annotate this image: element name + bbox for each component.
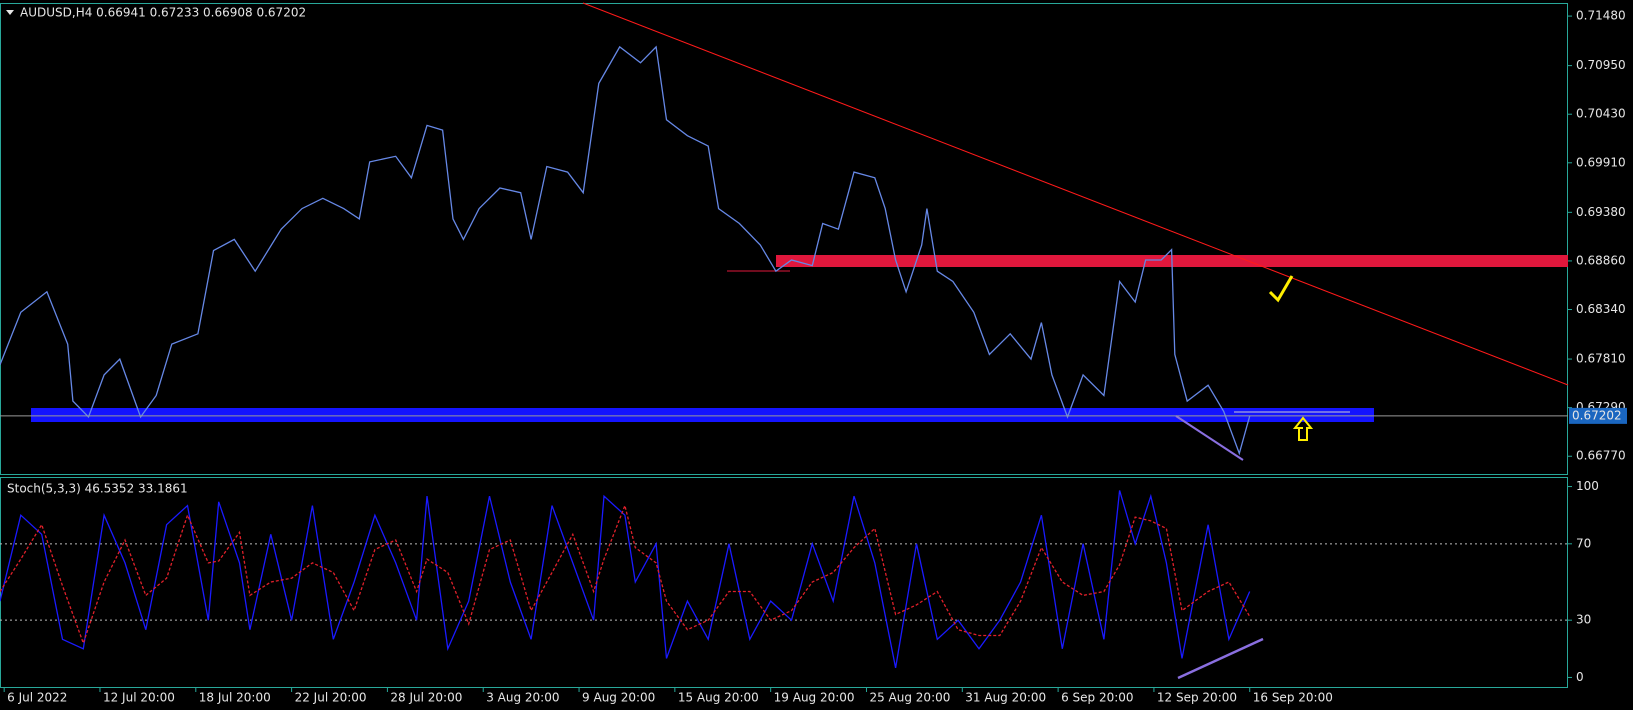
chart-title: AUDUSD,H4 0.66941 0.67233 0.66908 0.6720… — [20, 6, 306, 20]
price-label-box — [1569, 407, 1627, 424]
y-tick-label: 0.70950 — [1576, 58, 1626, 72]
y-tick-label: 0.69910 — [1576, 155, 1626, 169]
x-tick-label: 31 Aug 20:00 — [965, 691, 1046, 705]
y-tick-label: 0.69380 — [1576, 205, 1626, 219]
y-tick-label: 0.68860 — [1576, 253, 1626, 267]
x-tick-label: 6 Sep 20:00 — [1061, 691, 1133, 705]
x-tick-label: 12 Sep 20:00 — [1157, 691, 1237, 705]
y-tick-label: 0.71480 — [1576, 9, 1626, 23]
y-tick-label: 30 — [1576, 613, 1591, 627]
x-tick-label: 12 Jul 20:00 — [103, 691, 175, 705]
y-tick-label: 100 — [1576, 479, 1599, 493]
main-panel — [0, 3, 1568, 475]
y-tick-label: 0.68340 — [1576, 302, 1626, 316]
y-tick-label: 0.67810 — [1576, 352, 1626, 366]
x-tick-label: 22 Jul 20:00 — [295, 691, 367, 705]
price-label: 0.67202 — [1572, 408, 1622, 422]
series-line — [0, 490, 1251, 669]
x-tick-label: 15 Aug 20:00 — [678, 691, 759, 705]
x-tick-label: 25 Aug 20:00 — [869, 691, 950, 705]
collapse-icon — [6, 10, 14, 15]
indicator-title: Stoch(5,3,3) 46.5352 33.1861 — [7, 482, 188, 496]
trend-line — [582, 2, 1569, 386]
x-tick-label: 16 Sep 20:00 — [1253, 691, 1333, 705]
x-tick-label: 28 Jul 20:00 — [390, 691, 462, 705]
x-tick-label: 9 Aug 20:00 — [582, 691, 655, 705]
check-mark — [1268, 275, 1294, 303]
x-tick-label: 6 Jul 2022 — [7, 691, 67, 705]
up-arrow — [1292, 416, 1314, 441]
indicator-panel — [0, 477, 1568, 688]
support-zone — [31, 408, 1374, 422]
x-tick-label: 19 Aug 20:00 — [774, 691, 855, 705]
series-line — [0, 503, 1251, 646]
y-tick-label: 0.66770 — [1576, 449, 1626, 463]
divergence-line — [1177, 637, 1264, 680]
divergence-line — [1175, 415, 1244, 461]
y-tick-label: 0 — [1576, 670, 1584, 684]
x-tick-label: 18 Jul 20:00 — [199, 691, 271, 705]
y-tick-label: 0.70430 — [1576, 107, 1626, 121]
y-tick-label: 70 — [1576, 536, 1591, 550]
x-tick-label: 3 Aug 20:00 — [486, 691, 559, 705]
series-line — [0, 45, 1251, 456]
